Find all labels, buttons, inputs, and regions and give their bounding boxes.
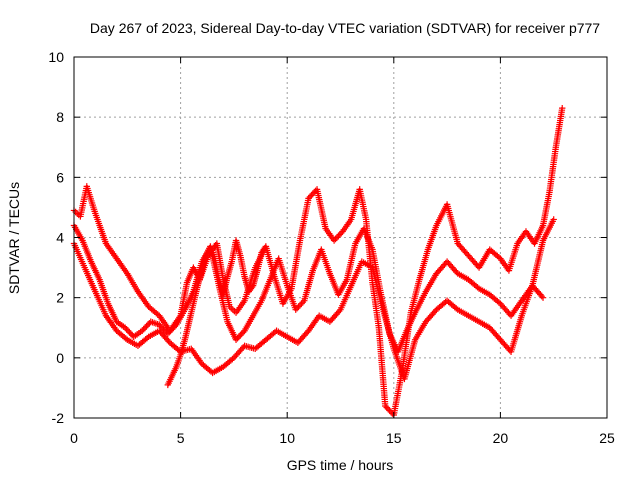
data-point — [171, 323, 179, 330]
data-point — [167, 327, 174, 334]
data-point — [161, 327, 169, 334]
data-point — [338, 229, 345, 237]
series-extra — [164, 237, 270, 389]
data-point — [383, 404, 390, 411]
data-point — [335, 308, 343, 315]
data-point — [122, 335, 129, 342]
data-point — [166, 329, 173, 336]
data-point — [229, 355, 236, 363]
series-lower — [70, 240, 547, 383]
data-point — [232, 336, 240, 343]
data-point — [126, 329, 133, 336]
y-tick-label: 6 — [56, 169, 64, 185]
data-point — [156, 321, 163, 328]
data-point — [140, 326, 147, 333]
data-point — [550, 216, 557, 223]
x-tick-label: 20 — [493, 430, 509, 446]
data-point — [234, 335, 241, 342]
data-point — [308, 192, 315, 199]
series-middle — [70, 216, 557, 356]
data-point — [239, 329, 247, 336]
data-point — [237, 332, 244, 339]
data-point — [157, 323, 164, 330]
data-point — [248, 283, 256, 291]
y-axis-label: SDTVAR / TECUs — [6, 182, 22, 294]
data-point — [333, 234, 341, 241]
data-point — [143, 334, 151, 342]
data-point — [296, 301, 304, 309]
y-tick-label: 4 — [56, 230, 64, 246]
data-point — [495, 254, 503, 261]
y-tick-label: -2 — [52, 410, 65, 426]
data-point — [306, 193, 314, 201]
data-point — [262, 243, 270, 250]
y-tick-label: 10 — [48, 49, 64, 65]
data-point — [235, 333, 243, 340]
y-tick-label: 8 — [56, 109, 64, 125]
data-point — [164, 330, 172, 337]
chart-title: Day 267 of 2023, Sidereal Day-to-day VTE… — [90, 20, 600, 36]
x-axis-label: GPS time / hours — [287, 457, 394, 473]
x-tick-label: 25 — [599, 430, 615, 446]
data-point — [453, 305, 460, 312]
data-point — [143, 323, 150, 330]
data-point — [305, 195, 312, 202]
y-tick-label: 2 — [56, 290, 64, 306]
data-point — [539, 294, 547, 301]
data-point — [158, 324, 166, 331]
data-point — [382, 402, 389, 410]
data-point — [170, 324, 177, 331]
data-point — [299, 298, 307, 306]
x-tick-label: 10 — [279, 430, 295, 446]
data-point — [165, 338, 172, 345]
data-point — [229, 306, 237, 313]
data-point — [73, 210, 81, 217]
data-point — [335, 232, 342, 240]
data-point — [293, 304, 301, 312]
data-point — [124, 327, 132, 334]
data-marks — [70, 104, 566, 419]
tick-layer: 0 5 10 15 20 25 -2 0 2 4 6 8 10 — [48, 49, 615, 446]
data-point — [139, 327, 146, 334]
data-point — [474, 284, 481, 291]
data-point — [311, 189, 318, 196]
data-point — [292, 306, 299, 313]
x-tick-label: 0 — [70, 430, 78, 446]
y-tick-label: 0 — [56, 350, 64, 366]
data-point — [387, 408, 395, 416]
data-point — [141, 324, 149, 331]
x-tick-label: 15 — [386, 430, 402, 446]
data-point — [559, 104, 566, 112]
data-point — [330, 237, 338, 244]
data-point — [127, 330, 135, 337]
data-point — [298, 300, 305, 307]
data-point — [123, 326, 130, 333]
data-point — [168, 326, 176, 333]
data-point — [431, 308, 439, 315]
x-tick-label: 5 — [177, 430, 185, 446]
data-point — [495, 299, 503, 306]
data-point — [384, 405, 392, 413]
data-point — [121, 324, 129, 331]
data-point — [332, 235, 339, 243]
data-point — [538, 292, 545, 300]
data-point — [144, 321, 152, 328]
grid-layer — [74, 57, 607, 418]
data-point — [336, 231, 343, 238]
data-point — [295, 303, 302, 310]
data-point — [160, 326, 167, 333]
data-point — [261, 244, 269, 252]
data-point — [238, 330, 245, 337]
